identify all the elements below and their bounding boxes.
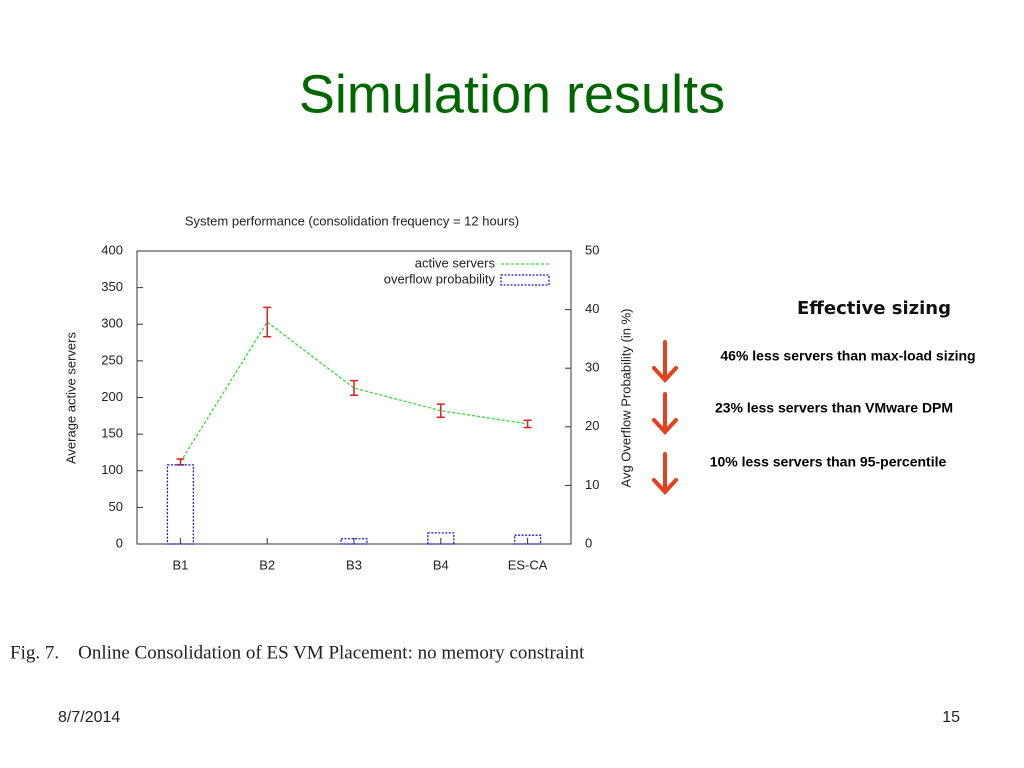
legend-swatch bbox=[500, 274, 550, 286]
down-arrows bbox=[652, 340, 678, 495]
y-tick-label: 150 bbox=[101, 426, 123, 441]
x-tick-label: B3 bbox=[346, 557, 362, 572]
x-tick-label: B1 bbox=[172, 557, 188, 572]
y2-tick-label: 0 bbox=[585, 535, 592, 550]
y-tick-label: 50 bbox=[109, 499, 123, 514]
y-tick-label: 400 bbox=[101, 242, 123, 257]
y-tick-label: 0 bbox=[116, 535, 123, 550]
x-tick-label: B4 bbox=[433, 557, 449, 572]
footer-date: 8/7/2014 bbox=[58, 709, 120, 726]
x-tick-label: B2 bbox=[259, 557, 275, 572]
footer-page: 15 bbox=[942, 709, 960, 726]
error-bar bbox=[523, 419, 532, 429]
y2-axis-label: Avg Overflow Probability (in %) bbox=[618, 309, 633, 488]
legend-label: active servers bbox=[415, 255, 496, 270]
plot-frame bbox=[136, 250, 572, 545]
figure-caption: Fig. 7. Online Consolidation of ES VM Pl… bbox=[10, 642, 585, 663]
line bbox=[179, 321, 528, 463]
y2-tick-label: 10 bbox=[585, 477, 599, 492]
y2-tick-label: 20 bbox=[585, 418, 599, 433]
y2-tick-label: 50 bbox=[585, 242, 599, 257]
error-bar bbox=[263, 306, 272, 338]
legend-label: overflow probability bbox=[384, 271, 496, 286]
sidebar-item: 46% less servers than max-load sizing bbox=[720, 348, 975, 364]
y-tick-label: 100 bbox=[101, 462, 123, 477]
chart-title: System performance (consolidation freque… bbox=[185, 213, 519, 228]
error-bar bbox=[350, 379, 358, 397]
error-bar bbox=[176, 458, 185, 466]
bar bbox=[340, 538, 368, 545]
y2-tick-label: 40 bbox=[585, 301, 599, 316]
bar bbox=[427, 532, 455, 545]
x-tick-label: ES-CA bbox=[508, 557, 548, 572]
y-tick-label: 200 bbox=[101, 389, 123, 404]
sidebar-item: 10% less servers than 95-percentile bbox=[710, 454, 947, 470]
sidebar-heading: Effective sizing bbox=[797, 298, 951, 319]
y-tick-label: 250 bbox=[101, 352, 123, 367]
y-axis-label: Average active servers bbox=[63, 332, 78, 464]
bar bbox=[166, 464, 195, 545]
y2-tick-label: 30 bbox=[585, 360, 599, 375]
y-tick-label: 350 bbox=[101, 279, 123, 294]
sidebar-item: 23% less servers than VMware DPM bbox=[715, 400, 953, 416]
y-tick-label: 300 bbox=[101, 316, 123, 331]
error-bar bbox=[436, 403, 445, 419]
slide-title: Simulation results bbox=[299, 64, 725, 124]
